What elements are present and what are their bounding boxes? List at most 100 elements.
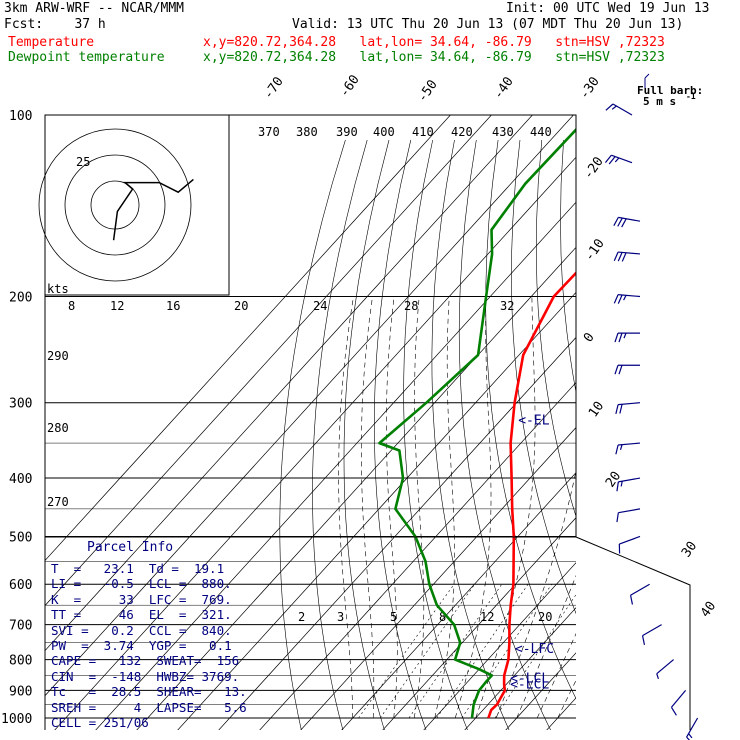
dry-adiabat [607, 140, 740, 731]
moist-adiabat [495, 469, 576, 719]
level-marker-1: <-LFC [515, 642, 554, 657]
pressure-tick-label: 100 [9, 109, 32, 124]
theta-left-label: 280 [47, 421, 69, 435]
wind-barb-flag [617, 294, 623, 304]
model-title: 3km ARW-WRF -- NCAR/MMM [4, 1, 185, 16]
wind-barb [613, 251, 641, 262]
parcel-info-row: CAPE = 132 SWEAT= 156 [51, 653, 240, 669]
theta-label: 400 [373, 125, 395, 139]
hodograph-speed-label: 16 [166, 299, 180, 313]
wind-barb [686, 717, 699, 740]
theta-label: 420 [451, 125, 473, 139]
wind-barb-flag [621, 218, 627, 228]
wind-barb-flag [686, 736, 691, 740]
hodograph-speed-label: 12 [110, 299, 124, 313]
wind-barb [629, 583, 650, 605]
wind-barb [605, 103, 633, 116]
dewpoint-location: x,y=820.72,364.28 lat,lon= 34.64, -86.79… [203, 50, 665, 65]
wind-barb [613, 294, 641, 304]
isotherm [587, 115, 740, 731]
wind-barb [670, 690, 687, 716]
wind-barb-staff [612, 103, 633, 116]
wind-barb-flag [670, 706, 677, 716]
full-barb-legend: Full barb: 5 m s -1 [637, 73, 703, 108]
hodograph-units: kts [47, 282, 69, 296]
dry-adiabat [485, 139, 576, 700]
pressure-tick-label: 200 [9, 291, 32, 306]
parcel-info-row: Tc = 28.5 SHEAR= 13. [51, 684, 247, 700]
wind-barb-half-flag [623, 332, 627, 339]
hodograph-box [44, 114, 230, 296]
wind-barb-flag [641, 635, 646, 646]
temperature-label: Temperature [8, 35, 95, 50]
dry-adiabat [279, 139, 346, 730]
isotherm [45, 115, 574, 697]
parcel-info-row: T = 23.1 Td = 19.1 [51, 561, 225, 576]
isotherm [259, 381, 576, 730]
wind-barb-staff [618, 402, 641, 406]
isotherm [300, 427, 576, 730]
wind-barb-flag [629, 595, 634, 605]
mixing-ratio-label: 2 [298, 610, 305, 624]
moist-adiabat [338, 296, 354, 718]
frame-diagonal [575, 536, 691, 730]
hodograph-speed-label: 28 [404, 299, 418, 313]
moist-adiabat [360, 296, 375, 719]
isotherm-label: -50 [415, 77, 441, 105]
wind-barb-staff [618, 442, 641, 446]
parcel-info-title: Parcel Info [87, 540, 174, 555]
wind-barb [641, 624, 662, 646]
init-time: Init: 00 UTC Wed 19 Jun 13 [506, 1, 710, 16]
wind-barb-flag [605, 103, 614, 111]
isotherm [54, 156, 576, 730]
wind-barb [616, 477, 641, 492]
pressure-tick-label: 500 [9, 530, 32, 545]
wind-barb [614, 364, 640, 375]
wind-barb-staff [618, 508, 641, 514]
isotherm [218, 336, 576, 730]
wind-barb-flag [613, 217, 619, 226]
isotherm [177, 291, 576, 730]
dry-adiabat [716, 140, 740, 731]
wind-barb-flag [613, 251, 619, 261]
dry-adiabat [373, 139, 427, 730]
hodograph-ring [38, 128, 192, 282]
wind-barb-half-flag [614, 157, 620, 163]
wind-barb-staff [686, 717, 699, 738]
isobar-lines [45, 114, 576, 719]
full-barb-label: Full barb: [637, 84, 703, 97]
wind-barb-flag [617, 217, 623, 227]
isotherm-label: 30 [679, 539, 700, 560]
moist-adiabat [413, 296, 425, 719]
valid-time: Valid: 13 UTC Thu 20 Jun 13 (07 MDT Thu … [292, 17, 684, 32]
theta-label: 380 [296, 125, 318, 139]
dry-adiabat [343, 139, 390, 730]
isotherm-label: 40 [698, 599, 719, 620]
hodograph-ring-label: 25 [76, 155, 90, 169]
parcel-info-row: CELL = 251/06 [51, 715, 149, 730]
dry-adiabat [535, 139, 576, 518]
full-barb-exponent: -1 [686, 92, 696, 101]
wind-barb-half-flag [620, 481, 623, 487]
level-markers: <-EL <-LFC <-LCL<-LCL [510, 413, 554, 692]
pressure-tick-label: 1000 [1, 712, 32, 727]
level-marker-2: <-LCL [510, 672, 549, 687]
mixing-ratio-label: 5 [390, 610, 397, 624]
parcel-info-row: LI = -0.5 LCL = 880. [51, 576, 232, 592]
dry-adiabat [403, 139, 468, 730]
wind-barb-half-flag [619, 444, 623, 450]
dry-adiabat [584, 140, 740, 731]
parcel-info-row: PW = 3.74 YGP = 0.1 [51, 638, 232, 653]
dry-adiabat [431, 139, 510, 730]
isotherm [136, 246, 576, 730]
pressure-tick-label: 900 [9, 684, 32, 699]
isotherm-label: 20 [603, 469, 624, 490]
parcel-info-row: CIN = -148 HWBZ= 3769. [51, 668, 240, 684]
temperature-trace [487, 271, 576, 719]
pressure-tick-label: 600 [9, 578, 32, 593]
isotherm-label: -60 [337, 72, 363, 100]
wind-barb-half-flag [688, 733, 693, 739]
forecast-hour: Fcst: 37 h [4, 17, 106, 32]
parcel-info-row: SVI = 0.2 CCL = 840. [51, 622, 232, 638]
dewpoint-label: Dewpoint temperature [8, 50, 165, 65]
